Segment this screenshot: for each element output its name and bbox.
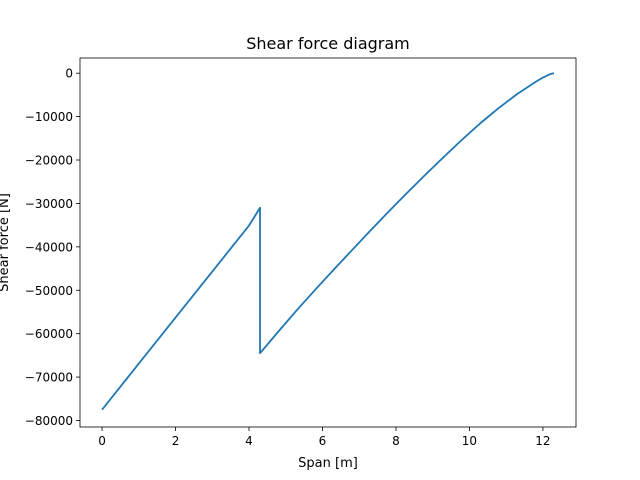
y-axis-ticks: −80000 −70000 −60000 −50000 −40000 −30000 −200… <box>25 67 80 428</box>
y-tick-label: −60000 <box>25 327 73 341</box>
chart-title: Shear force diagram <box>246 34 410 53</box>
x-tick-label: 6 <box>319 434 327 448</box>
y-tick-label: −30000 <box>25 197 73 211</box>
y-tick-label: −20000 <box>25 154 73 168</box>
y-tick-label: −10000 <box>25 110 73 124</box>
y-axis-label: Shear force [N] <box>0 193 12 292</box>
shear-force-line <box>101 72 555 411</box>
y-tick-label: −40000 <box>25 240 73 254</box>
x-tick-label: 8 <box>392 434 400 448</box>
x-tick-label: 12 <box>535 434 550 448</box>
x-tick-label: 2 <box>172 434 180 448</box>
y-tick-label: −80000 <box>25 414 73 428</box>
y-tick-label: −70000 <box>25 371 73 385</box>
plot-area <box>80 58 576 427</box>
x-tick-label: 4 <box>245 434 253 448</box>
series-layer <box>101 72 555 411</box>
x-axis-ticks: 0 2 4 6 8 10 12 <box>98 427 551 448</box>
axes-frame <box>79 57 577 428</box>
y-tick-label: −50000 <box>25 284 73 298</box>
x-axis-label: Span [m] <box>298 456 358 471</box>
y-tick-label: 0 <box>65 67 73 81</box>
x-tick-label: 0 <box>98 434 106 448</box>
x-tick-label: 10 <box>462 434 477 448</box>
